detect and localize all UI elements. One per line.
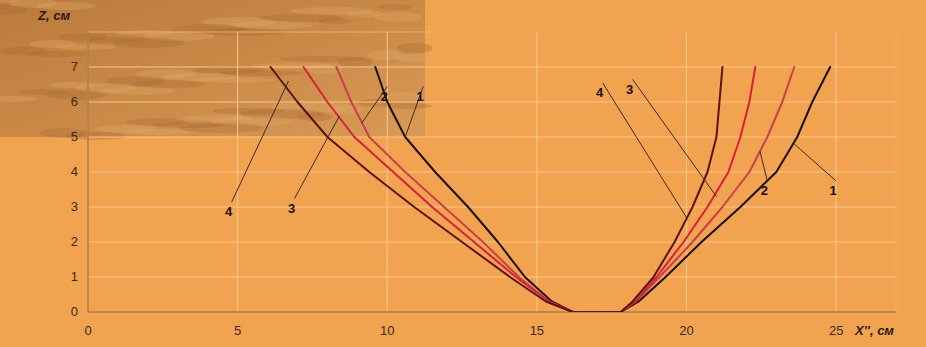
y-tick-label: 3 bbox=[71, 199, 78, 214]
texture-grain bbox=[190, 77, 274, 83]
x-tick-label: 0 bbox=[84, 323, 91, 338]
texture-grain bbox=[297, 113, 333, 121]
curve-label: 1 bbox=[830, 183, 837, 198]
grid-line-y bbox=[88, 67, 896, 68]
texture-grain bbox=[394, 54, 442, 62]
leader-line bbox=[603, 83, 687, 218]
background bbox=[0, 0, 926, 347]
texture-grain bbox=[374, 12, 422, 22]
chart-container: 0 5 10 15 20 25 0 1 2 3 4 5 6 7 Z, см X'', см 4 3 2 1 4 3 2 1 bbox=[0, 0, 926, 347]
curve-label: 2 bbox=[381, 89, 388, 104]
x-tick-label: 10 bbox=[380, 323, 394, 338]
texture-grain bbox=[230, 21, 314, 29]
curve-label: 2 bbox=[761, 183, 768, 198]
texture-grain bbox=[337, 57, 373, 67]
x-axis-label: X'', см bbox=[854, 323, 894, 338]
plot-frame bbox=[88, 32, 896, 312]
series-line bbox=[336, 67, 794, 312]
x-axis bbox=[88, 312, 896, 313]
texture-grain bbox=[26, 51, 86, 57]
texture-grain bbox=[56, 44, 116, 50]
x-tick-label: 15 bbox=[530, 323, 544, 338]
leader-line bbox=[633, 80, 717, 197]
texture-fill bbox=[0, 0, 425, 137]
grid-line-x bbox=[88, 32, 89, 312]
leader-line bbox=[294, 116, 339, 199]
texture-grain bbox=[113, 38, 185, 48]
grid-line-y bbox=[88, 137, 896, 138]
y-tick-label: 6 bbox=[71, 94, 78, 109]
y-tick-label: 5 bbox=[71, 129, 78, 144]
texture-grain bbox=[397, 43, 433, 53]
texture-grain bbox=[0, 96, 37, 102]
y-axis bbox=[88, 32, 89, 312]
grid-line-y bbox=[88, 102, 896, 103]
texture-grain bbox=[317, 18, 353, 24]
x-tick-label: 25 bbox=[829, 323, 843, 338]
y-axis-label: Z, см bbox=[37, 8, 70, 23]
leader-line bbox=[362, 87, 387, 124]
x-tick-label: 20 bbox=[679, 323, 693, 338]
y-tick-label: 7 bbox=[71, 59, 78, 74]
y-tick-label: 0 bbox=[71, 304, 78, 319]
series-line bbox=[375, 67, 830, 312]
y-tick-label: 2 bbox=[71, 234, 78, 249]
x-tick-label: 5 bbox=[234, 323, 241, 338]
curve-label: 3 bbox=[288, 201, 295, 216]
curve-label: 1 bbox=[417, 89, 424, 104]
series-group bbox=[271, 67, 831, 312]
y-tick-label: 1 bbox=[71, 269, 78, 284]
grid-line-y bbox=[88, 277, 896, 278]
curve-label: 3 bbox=[626, 82, 633, 97]
texture-grain bbox=[180, 123, 264, 133]
texture-grain bbox=[220, 70, 304, 76]
chart-svg: 0 5 10 15 20 25 0 1 2 3 4 5 6 7 Z, см X'', см 4 3 2 1 4 3 2 1 bbox=[0, 0, 926, 347]
leader-line bbox=[405, 87, 423, 138]
y-tick-label: 4 bbox=[71, 164, 78, 179]
series-line bbox=[303, 67, 755, 312]
texture-grain bbox=[377, 4, 413, 10]
texture-grain bbox=[0, 5, 27, 15]
curve-label: 4 bbox=[225, 204, 233, 219]
curve-label: 4 bbox=[596, 85, 604, 100]
leader-line bbox=[760, 151, 767, 181]
leader-line bbox=[232, 81, 289, 202]
grid-line-y bbox=[88, 207, 896, 208]
series-line bbox=[271, 67, 723, 312]
texture-grain bbox=[103, 87, 175, 95]
grid-line-y bbox=[88, 312, 896, 313]
grid-line-y bbox=[88, 242, 896, 243]
leader-line bbox=[794, 144, 836, 181]
